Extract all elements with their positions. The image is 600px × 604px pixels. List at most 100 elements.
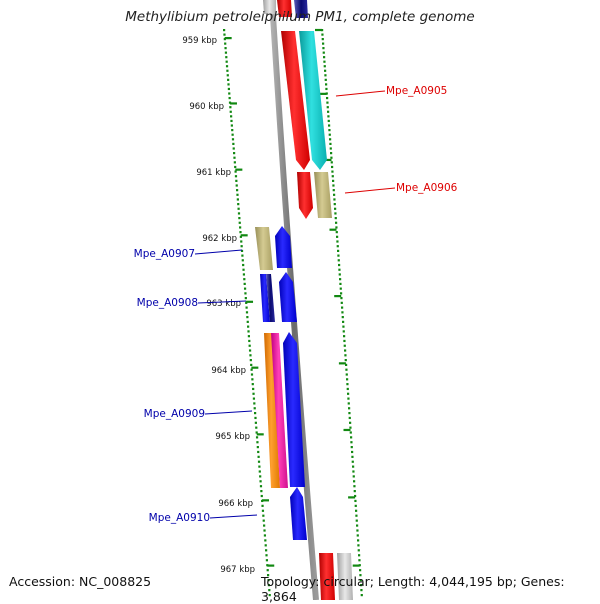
- ruler-minor-tick: [351, 450, 354, 454]
- ruler-minor-tick: [335, 221, 338, 224]
- ruler-minor-tick: [247, 335, 251, 338]
- map-title: Methylibium petroleiphilum PM1, complete…: [125, 9, 475, 25]
- ruler-minor-tick: [350, 441, 353, 444]
- gene-block-mpe-a0907-khaki: [255, 227, 273, 270]
- forward-strand-genes: [281, 31, 332, 219]
- ruler-minor-tick: [339, 282, 342, 286]
- ruler-minor-tick: [332, 179, 335, 182]
- accession-text: Accession: NC_008825: [9, 574, 152, 589]
- ruler-minor-tick: [323, 60, 326, 63]
- ruler-minor-tick: [347, 392, 350, 395]
- ruler-minor-tick: [339, 287, 342, 290]
- ruler-minor-tick: [348, 407, 351, 410]
- gene-segment-edge-red: [277, 0, 292, 17]
- gene-arrow-mpe-a0910-blue: [290, 487, 307, 540]
- ruler-minor-tick: [350, 436, 353, 439]
- ruler-minor-tick: [356, 524, 359, 527]
- ruler-minor-tick: [255, 431, 258, 434]
- ruler-minor-tick: [237, 207, 240, 210]
- gene-arrow-mpe-a0908-blue: [279, 272, 297, 322]
- ruler-minor-tick: [345, 368, 348, 371]
- ruler-minor-tick: [333, 203, 336, 206]
- ruler-minor-tick: [340, 297, 343, 300]
- ruler-minor-tick: [227, 87, 230, 91]
- ruler-minor-tick: [231, 129, 234, 132]
- leader-mpe-a0910: [209, 514, 258, 519]
- ruler-minor-tick: [229, 106, 232, 109]
- ruler-minor-tick: [265, 549, 268, 552]
- ruler-minor-tick: [267, 579, 270, 582]
- gene-block-mpe-a0908-navy: [266, 274, 275, 322]
- ruler-minor-tick: [336, 245, 339, 248]
- gene-label-mpe-a0908[interactable]: Mpe_A0908: [137, 297, 198, 309]
- ruler-minor-tick: [333, 193, 336, 196]
- gene-label-mpe-a0907[interactable]: Mpe_A0907: [134, 248, 195, 260]
- ruler-minor-tick: [332, 184, 335, 187]
- ruler-minor-tick: [358, 564, 361, 567]
- ruler-minor-tick: [354, 504, 357, 507]
- ruler-minor-tick: [330, 156, 333, 159]
- ruler-minor-tick: [356, 529, 359, 532]
- ruler-minor-tick: [358, 559, 361, 562]
- ruler-minor-tick: [268, 594, 271, 597]
- gene-block-mpe-a0909-orange: [264, 333, 280, 488]
- ruler-minor-tick: [244, 297, 247, 300]
- ruler-minor-tick: [354, 499, 357, 503]
- ruler-minor-tick: [236, 193, 239, 196]
- ruler-minor-tick: [262, 514, 265, 517]
- ruler-minor-tick: [323, 56, 326, 59]
- ruler-minor-tick: [343, 339, 346, 343]
- ruler-minor-tick: [241, 254, 244, 257]
- gene-label-mpe-a0909[interactable]: Mpe_A0909: [144, 408, 205, 420]
- ruler-minor-tick: [235, 179, 238, 182]
- ruler-minor-tick: [259, 475, 262, 478]
- ruler-minor-tick: [251, 378, 254, 381]
- ruler-minor-tick: [243, 278, 246, 281]
- leader-mpe-a0909: [204, 410, 253, 415]
- gene-label-mpe-a0910[interactable]: Mpe_A0910: [149, 512, 210, 524]
- gene-block-mpe-a0908-blue: [260, 274, 270, 322]
- ruler-minor-tick: [353, 490, 356, 493]
- ruler-minor-tick: [243, 287, 247, 290]
- ruler-minor-tick: [353, 480, 356, 483]
- ruler-minor-tick: [352, 470, 355, 473]
- ruler-minor-tick: [264, 539, 267, 542]
- tick-label-966: 966 kbp: [218, 499, 253, 509]
- ruler-minor-tick: [352, 475, 355, 478]
- gene-label-mpe-a0905[interactable]: Mpe_A0905: [386, 85, 447, 97]
- gene-label-mpe-a0906[interactable]: Mpe_A0906: [396, 182, 458, 194]
- ruler-minor-tick: [227, 83, 230, 86]
- ruler-minor-tick: [255, 436, 259, 439]
- ruler-minor-tick: [235, 184, 238, 187]
- gene-block-mpe-a0906-khaki: [314, 172, 332, 218]
- ruler-minor-tick: [236, 189, 239, 192]
- ruler-minor-tick: [248, 339, 251, 343]
- ruler-minor-tick: [233, 152, 236, 155]
- ruler-minor-tick: [251, 383, 254, 386]
- ruler-minor-tick: [346, 383, 349, 386]
- ruler-minor-tick: [331, 175, 334, 178]
- ruler-minor-tick: [267, 584, 271, 587]
- ruler-minor-tick: [268, 589, 271, 592]
- ruler-minor-tick: [326, 106, 329, 109]
- gene-segment-edge-grey-bottom: [337, 553, 353, 600]
- ruler-minor-tick: [257, 460, 261, 463]
- ruler-minor-tick: [327, 119, 330, 123]
- ruler-minor-tick: [355, 514, 358, 517]
- ruler-minor-tick: [234, 165, 237, 169]
- ruler-minor-tick: [263, 529, 266, 532]
- ruler-minor-tick: [341, 311, 344, 314]
- ruler-minor-tick: [336, 235, 339, 238]
- gene-arrow-mpe-a0905-red: [281, 31, 310, 170]
- ruler-minor-tick: [332, 189, 335, 192]
- ruler-minor-tick: [349, 426, 352, 429]
- ruler-minor-tick: [232, 147, 235, 150]
- ruler-minor-tick: [240, 240, 243, 243]
- ruler-minor-tick: [349, 431, 352, 434]
- ruler-minor-tick: [324, 78, 327, 81]
- ruler-minor-tick: [255, 426, 258, 429]
- ruler-minor-tick: [240, 245, 243, 248]
- gene-block-mpe-a0909-magenta: [271, 333, 288, 488]
